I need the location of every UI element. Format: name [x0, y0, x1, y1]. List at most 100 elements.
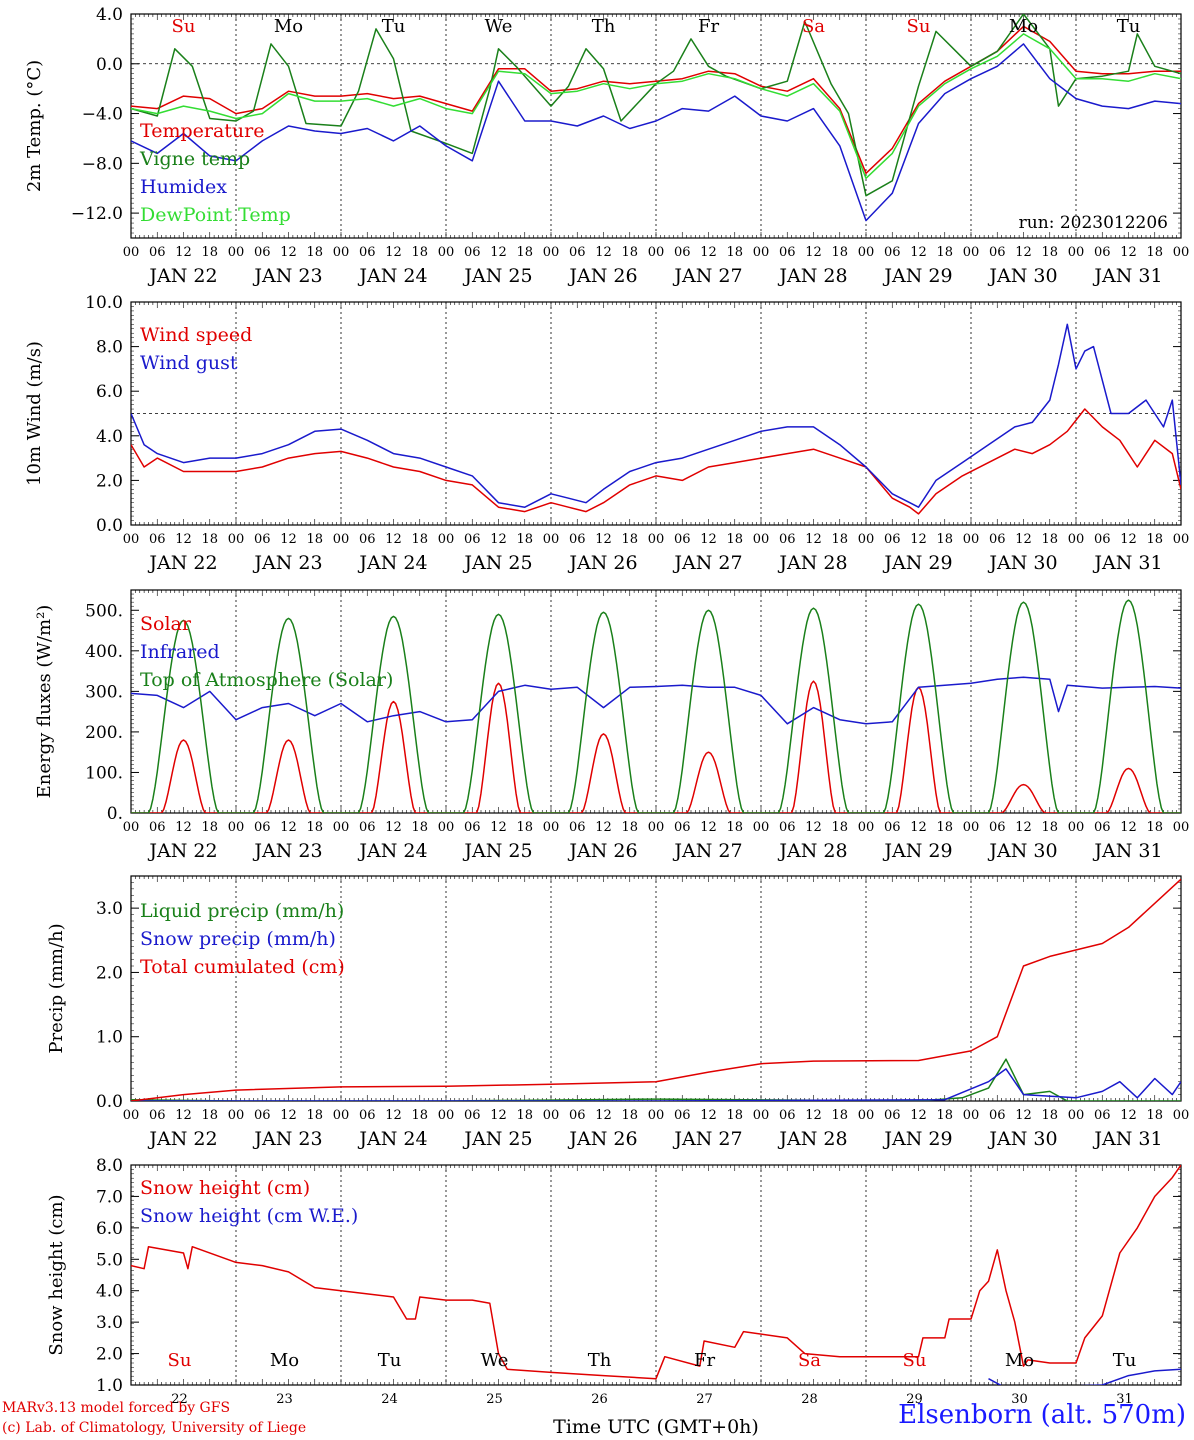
hour-tick-label: 18	[201, 1108, 218, 1123]
series-line	[131, 323, 1181, 508]
hour-tick-label: 12	[595, 1108, 612, 1123]
day-label: JAN 30	[987, 265, 1057, 287]
series-line	[131, 680, 1181, 813]
hour-tick-label: 12	[490, 245, 507, 260]
hour-tick-label: 00	[753, 1108, 770, 1123]
hour-tick-label: 18	[516, 532, 533, 547]
hour-tick-label: 06	[569, 532, 586, 547]
day-label: JAN 25	[462, 1128, 532, 1150]
hour-tick-label: 12	[280, 532, 297, 547]
hour-tick-label: 00	[543, 820, 560, 835]
series-group	[131, 323, 1181, 515]
y-tick-label: −12.0	[71, 204, 123, 224]
y-tick-label: 2.0	[96, 1345, 123, 1365]
hour-tick-label: 00	[1068, 245, 1085, 260]
day-label: JAN 24	[357, 840, 427, 862]
series-line	[988, 1368, 1181, 1385]
weekday-label: Sa	[802, 16, 825, 37]
hour-tick-label: 18	[411, 532, 428, 547]
y-tick-label: 4.0	[96, 1282, 123, 1302]
y-axis-label: Energy fluxes (W/m²)	[34, 605, 55, 799]
y-tick-label: 1.0	[96, 1028, 123, 1048]
hour-tick-label: 18	[201, 245, 218, 260]
day-label: JAN 24	[357, 265, 427, 287]
hour-tick-label: 00	[963, 532, 980, 547]
hour-tick-label: 12	[280, 1108, 297, 1123]
y-tick-label: 3.0	[96, 1313, 123, 1333]
y-tick-label: 10.0	[85, 293, 123, 313]
hour-tick-label: 06	[884, 820, 901, 835]
hour-tick-label: 12	[385, 532, 402, 547]
day-label: JAN 29	[882, 552, 952, 574]
day-label: JAN 26	[567, 1128, 637, 1150]
weekday-label: Sa	[798, 1350, 821, 1371]
hour-tick-label: 00	[753, 532, 770, 547]
day-label: JAN 26	[567, 840, 637, 862]
hour-tick-label: 00	[438, 532, 455, 547]
hour-tick-label: 06	[674, 532, 691, 547]
hour-tick-label: 18	[1146, 532, 1163, 547]
y-tick-label: 2.0	[96, 471, 123, 491]
hour-tick-label: 06	[779, 820, 796, 835]
legend-entry: Liquid precip (mm/h)	[140, 900, 344, 922]
weekday-label: Fr	[698, 16, 719, 37]
hour-tick-label: 06	[464, 1108, 481, 1123]
hour-tick-label: 12	[700, 532, 717, 547]
y-tick-label: 0.0	[96, 55, 123, 75]
hour-tick-label: 18	[936, 532, 953, 547]
hour-tick-label: 06	[569, 1108, 586, 1123]
hour-tick-label: 18	[1146, 820, 1163, 835]
series-line	[131, 676, 1181, 725]
legend-entry: Wind gust	[140, 352, 238, 374]
day-label: JAN 23	[252, 840, 322, 862]
hour-tick-label: 06	[149, 820, 166, 835]
hour-tick-label: 18	[726, 532, 743, 547]
series-line	[131, 25, 1181, 175]
hour-tick-label: 00	[648, 245, 665, 260]
hour-tick-label: 12	[1120, 1108, 1137, 1123]
hour-tick-label: 12	[490, 1108, 507, 1123]
panel-precip: 0.0 1.0 2.0 3.0 Precip (mm/h) 00 06 12 18 JAN 22 0…	[46, 875, 1189, 1150]
day-number-label: 25	[486, 1392, 503, 1407]
series-line	[131, 408, 1181, 515]
hour-tick-label: 06	[1094, 245, 1111, 260]
hour-tick-label: 00	[963, 820, 980, 835]
hour-tick-label: 00	[1173, 532, 1190, 547]
hour-tick-label: 18	[516, 1108, 533, 1123]
hour-tick-label: 18	[621, 1108, 638, 1123]
hour-tick-label: 18	[1041, 532, 1058, 547]
series-line	[131, 1058, 1181, 1101]
day-label: JAN 23	[252, 1128, 322, 1150]
hour-tick-label: 12	[1015, 245, 1032, 260]
run-annotation: run: 2023012206	[1019, 213, 1168, 233]
hour-tick-label: 00	[228, 1108, 245, 1123]
weekday-label: Th	[588, 1350, 612, 1371]
day-label: JAN 27	[672, 1128, 742, 1150]
hour-tick-label: 18	[621, 245, 638, 260]
hour-tick-label: 18	[726, 245, 743, 260]
hour-tick-label: 18	[1041, 245, 1058, 260]
hour-tick-label: 12	[805, 1108, 822, 1123]
hour-tick-label: 00	[1068, 1108, 1085, 1123]
hour-tick-label: 12	[910, 245, 927, 260]
day-label: JAN 31	[1092, 265, 1162, 287]
hour-tick-label: 12	[1120, 532, 1137, 547]
hour-tick-label: 18	[726, 1108, 743, 1123]
weekday-label: Mo	[274, 16, 303, 37]
y-tick-label: 5.0	[96, 1250, 123, 1270]
hour-tick-label: 06	[254, 1108, 271, 1123]
hour-tick-label: 00	[228, 245, 245, 260]
panel-temp: 4.0 0.0 −4.0 −8.0 −12.0 2m Temp. (°C) 00 06 12 18…	[24, 5, 1189, 287]
series-line	[131, 43, 1181, 222]
hour-tick-label: 12	[385, 820, 402, 835]
hour-tick-label: 06	[779, 532, 796, 547]
day-number-label: 24	[381, 1392, 398, 1407]
legend-entry: Vigne temp	[139, 148, 250, 170]
hour-tick-label: 12	[1015, 1108, 1032, 1123]
day-number-label: 27	[696, 1392, 713, 1407]
hour-tick-label: 12	[490, 820, 507, 835]
hour-tick-label: 00	[123, 1108, 140, 1123]
y-tick-label: 0.0	[96, 516, 123, 536]
hour-tick-label: 18	[411, 245, 428, 260]
